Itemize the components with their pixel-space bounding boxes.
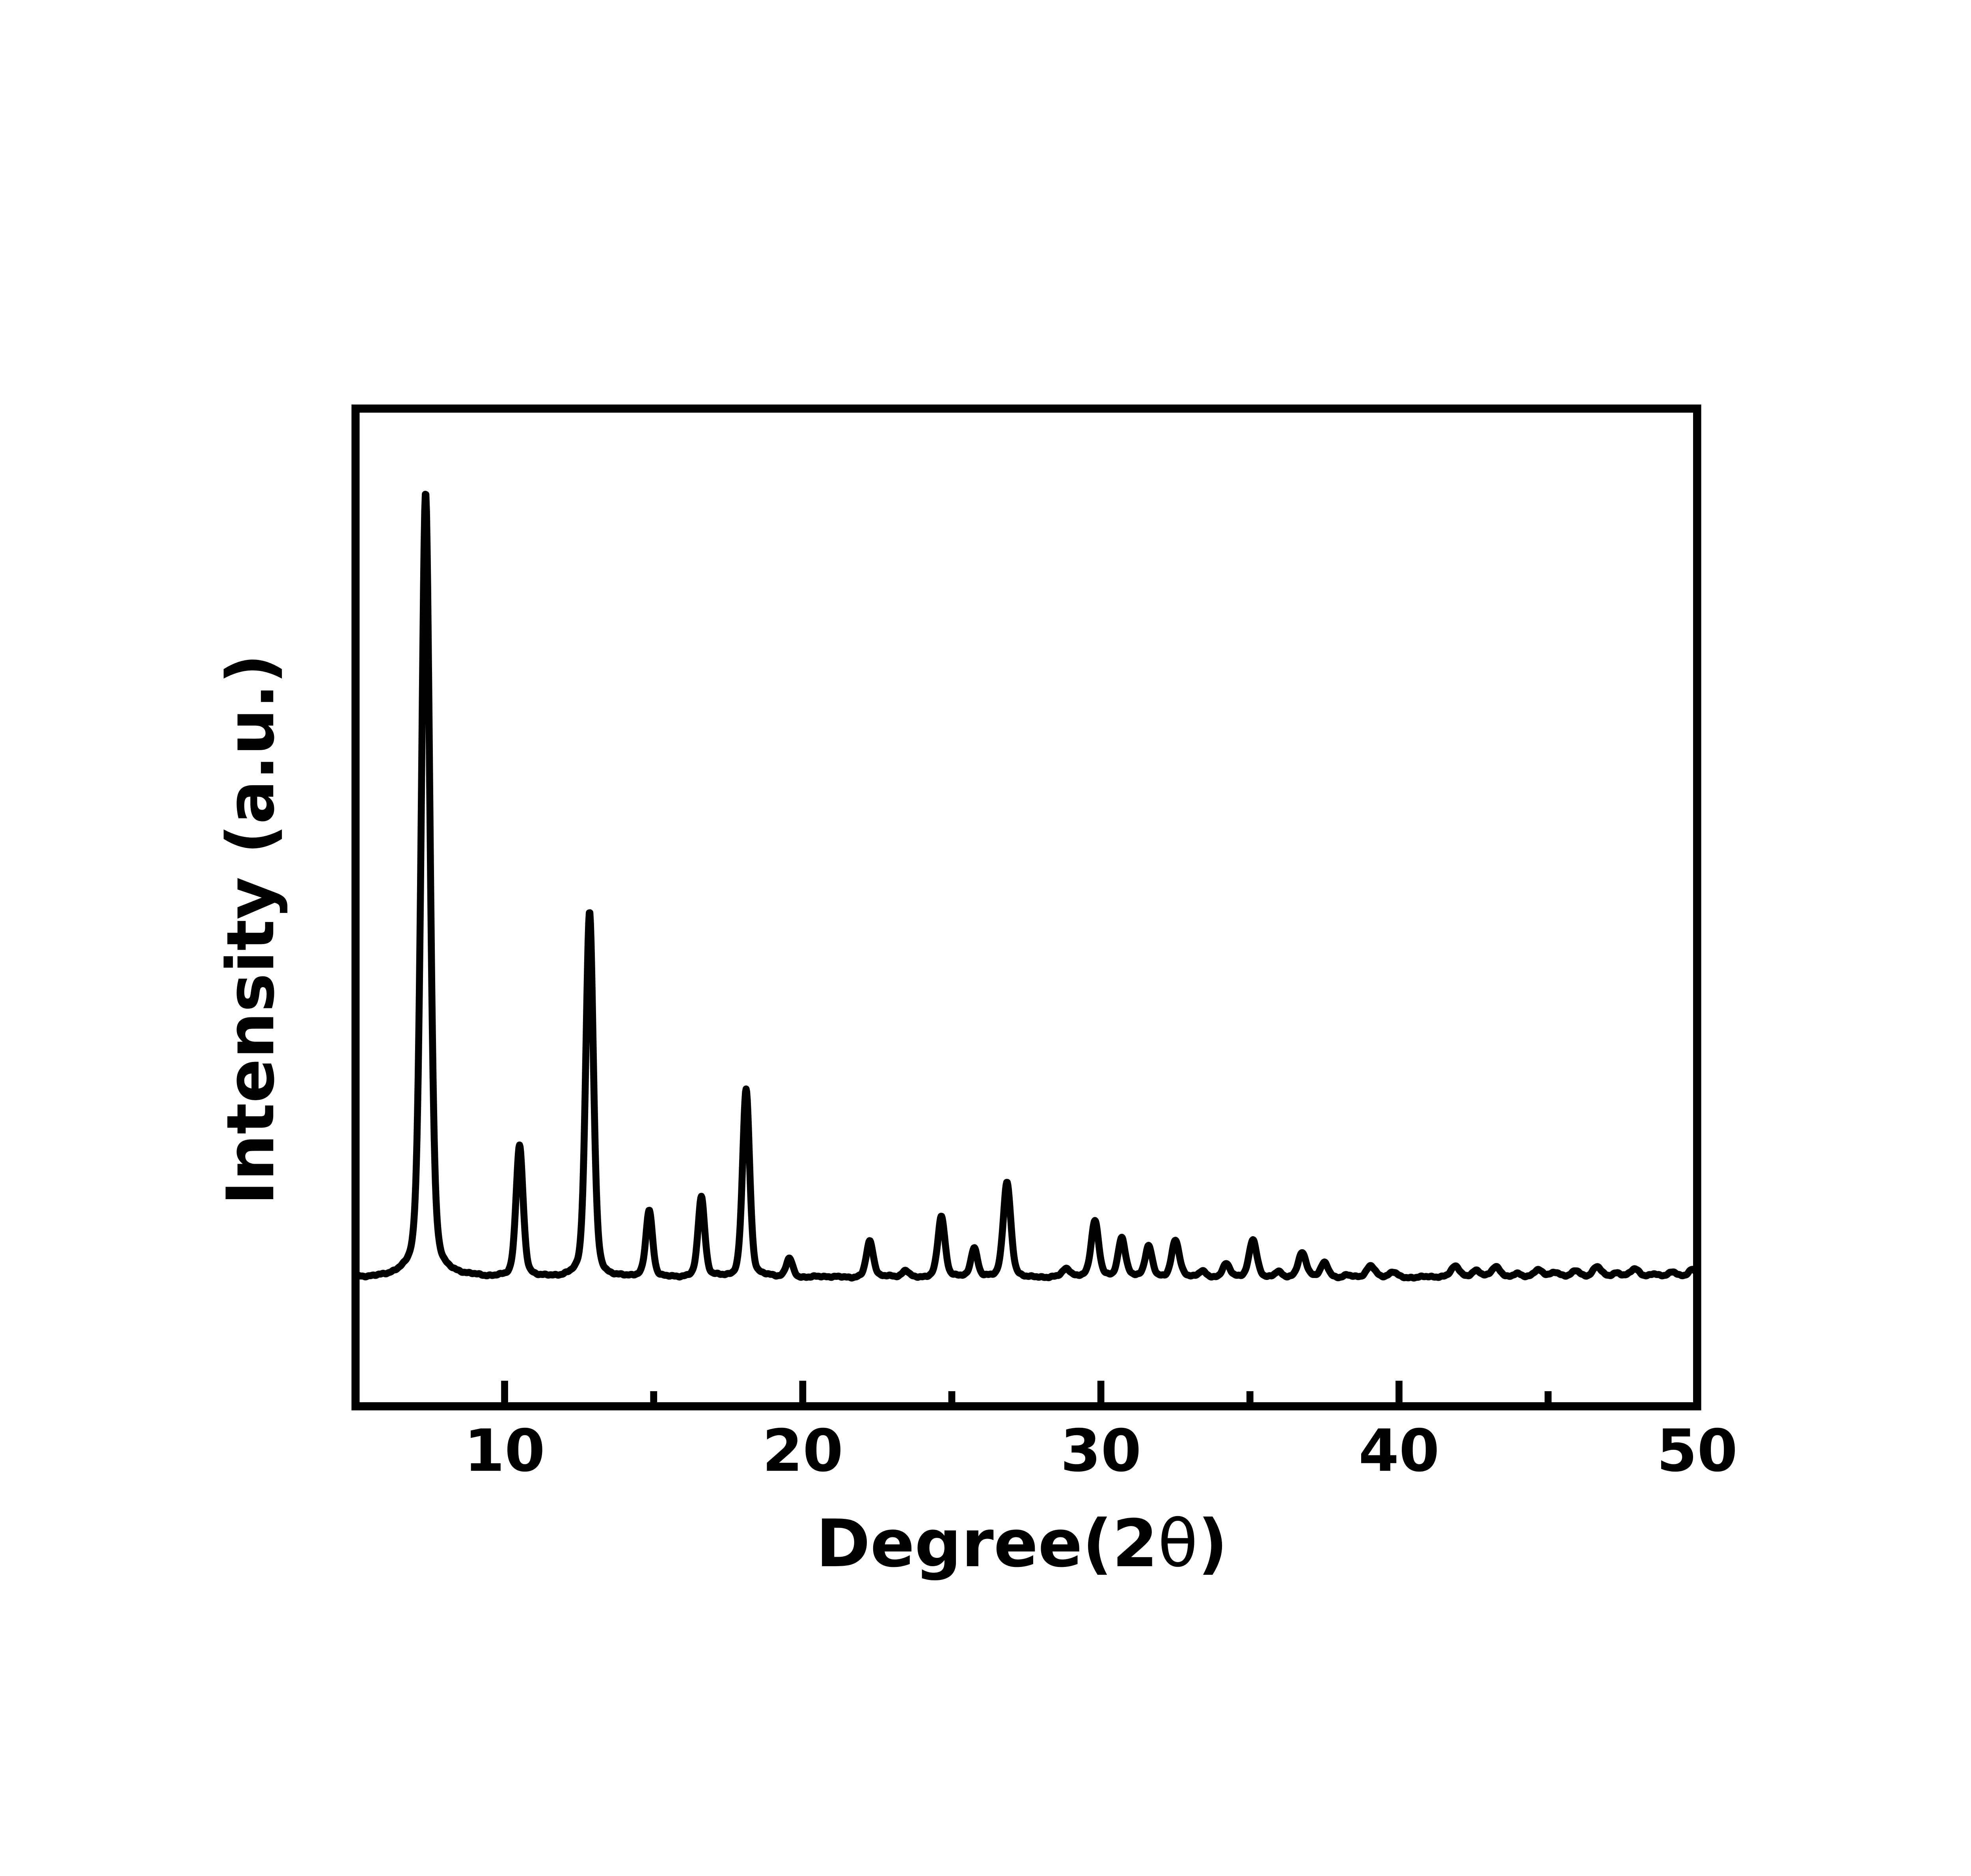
y-axis-title: Intensity (a.u.) [213, 654, 289, 1205]
x-axis-title: Degree(2θ) [816, 1506, 1228, 1582]
figure-background [0, 246, 1971, 1630]
x-axis-ticks [501, 1380, 1701, 1407]
x-axis-title-text: Degree(2 [816, 1506, 1158, 1582]
x-tick-label-50: 50 [1657, 1417, 1738, 1485]
x-tick-label-10: 10 [464, 1417, 545, 1485]
xrd-chart: 10 20 30 40 50 Degree(2θ) Intensity (a.u.) [0, 246, 1971, 1630]
x-axis-tick-labels: 10 20 30 40 50 [464, 1417, 1737, 1485]
xrd-trace [352, 490, 1701, 1282]
x-tick-label-30: 30 [1060, 1417, 1141, 1485]
plot-frame [351, 404, 1701, 1410]
trace-group [352, 490, 1701, 1282]
x-axis-title-text: ) [1198, 1506, 1228, 1582]
x-tick-label-20: 20 [762, 1417, 843, 1485]
theta-symbol: θ [1158, 1506, 1198, 1582]
x-tick-label-40: 40 [1358, 1417, 1439, 1485]
